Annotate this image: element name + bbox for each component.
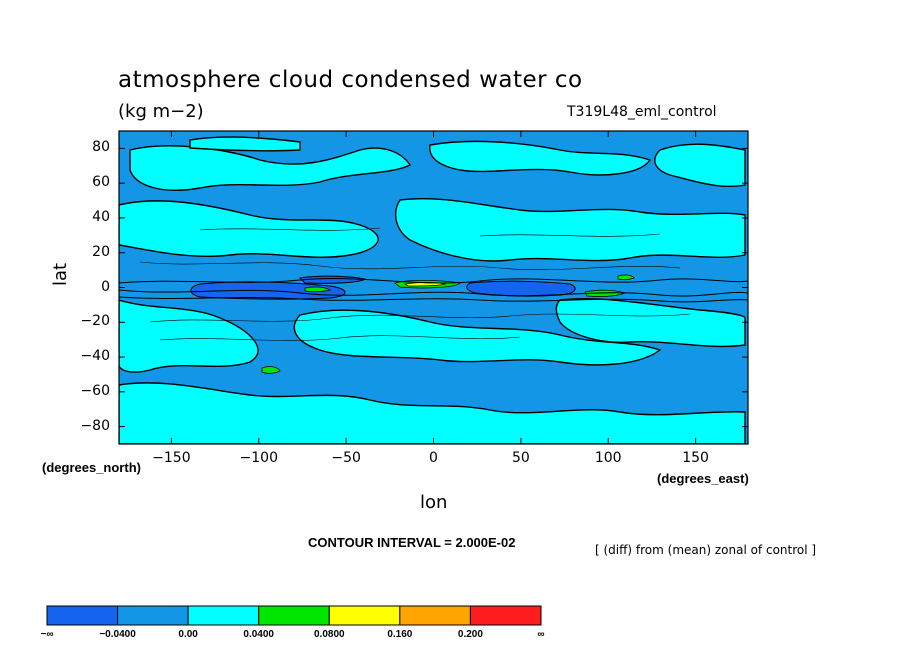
x-tick-label: 150 xyxy=(682,450,709,466)
colorbar-label: −0.0400 xyxy=(99,629,136,640)
colorbar-label: 0.0800 xyxy=(313,629,345,640)
x-unit-label: (degrees_east) xyxy=(657,471,749,486)
x-tick-label: −50 xyxy=(331,450,361,466)
colorbar-label: 0.200 xyxy=(457,629,483,640)
x-tick-label: 50 xyxy=(511,450,530,466)
thin-contours xyxy=(139,227,691,341)
y-unit-label: (degrees_north) xyxy=(42,460,141,475)
chart-units: (kg m−2) xyxy=(118,101,204,122)
diff-note: [ (diff) from (mean) zonal of control ] xyxy=(595,543,817,557)
y-tick-label: 60 xyxy=(92,174,110,191)
colorbar-label: 0.160 xyxy=(387,629,413,640)
field-regions-positive xyxy=(261,274,635,374)
colorbar-swatch xyxy=(46,605,119,626)
y-tick-label: −20 xyxy=(80,313,110,330)
colorbar-swatch xyxy=(469,605,542,626)
x-tick-label: 100 xyxy=(594,450,622,466)
x-tick-label: −150 xyxy=(152,450,191,466)
y-tick-label: −60 xyxy=(80,382,110,399)
x-tick-label: −100 xyxy=(239,450,278,466)
experiment-label: T319L48_eml_control xyxy=(567,104,717,120)
y-tick-label: 0 xyxy=(101,278,110,295)
colorbar-swatch xyxy=(258,605,330,626)
x-tick-label: 0 xyxy=(429,450,438,466)
equatorial-contours xyxy=(119,277,748,303)
y-tick-label: −80 xyxy=(80,417,110,434)
contour-interval: CONTOUR INTERVAL = 2.000E-02 xyxy=(308,535,516,550)
x-axis-label: lon xyxy=(420,492,448,513)
colorbar-label: −∞ xyxy=(40,629,54,640)
field-regions-light xyxy=(119,136,746,444)
y-tick-label: 80 xyxy=(92,139,110,156)
colorbar-swatch xyxy=(399,605,471,626)
colorbar xyxy=(46,605,542,626)
x-tick-marks xyxy=(170,131,697,444)
chart-title: atmosphere cloud condensed water co xyxy=(118,67,583,93)
colorbar-swatch xyxy=(117,605,189,626)
y-tick-label: −40 xyxy=(80,348,110,365)
colorbar-label: ∞ xyxy=(537,629,545,640)
colorbar-label: 0.0400 xyxy=(243,629,274,640)
colorbar-swatch xyxy=(187,605,260,626)
y-tick-label: 40 xyxy=(92,208,110,225)
colorbar-swatch xyxy=(328,605,401,626)
y-tick-marks xyxy=(119,147,748,428)
y-tick-label: 20 xyxy=(92,243,110,260)
colorbar-label: 0.00 xyxy=(178,629,198,640)
